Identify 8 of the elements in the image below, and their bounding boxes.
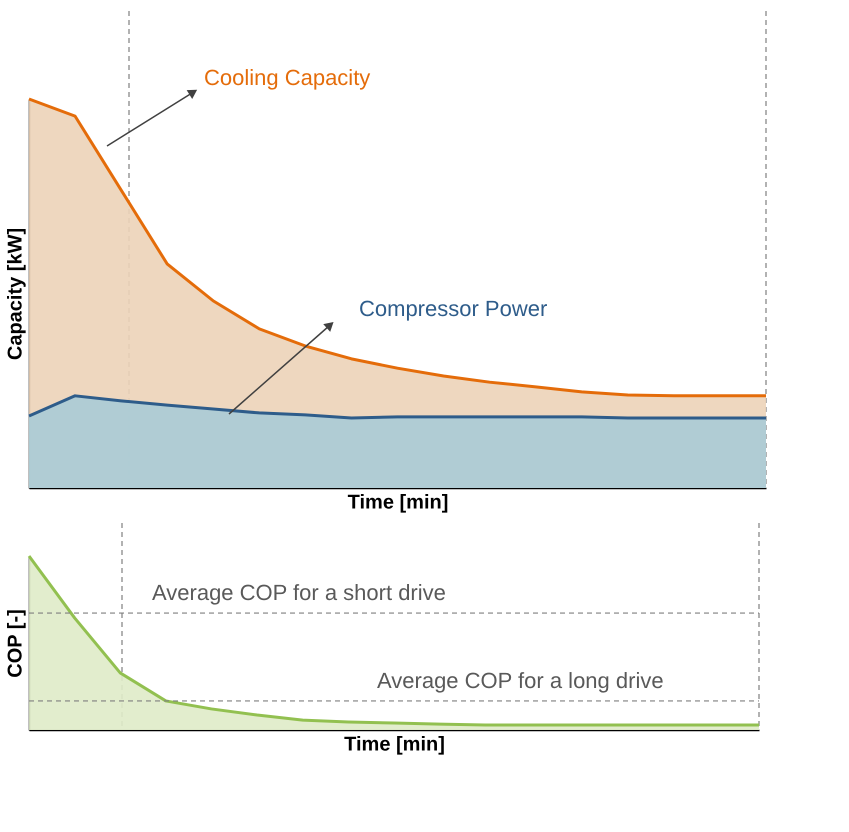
y-axis-title: Capacity [kW]	[4, 228, 26, 360]
y-axis-title: COP [-]	[4, 609, 26, 678]
ref-line-label: Average COP for a long drive	[377, 668, 664, 693]
ref-line-label: Average COP for a short drive	[152, 580, 446, 606]
text: Cooling Capacity	[204, 65, 370, 90]
x-axis-title: Time [min]	[348, 492, 448, 514]
x-axis-title: Time [min]	[344, 734, 445, 756]
text: Compressor Power	[359, 296, 548, 321]
